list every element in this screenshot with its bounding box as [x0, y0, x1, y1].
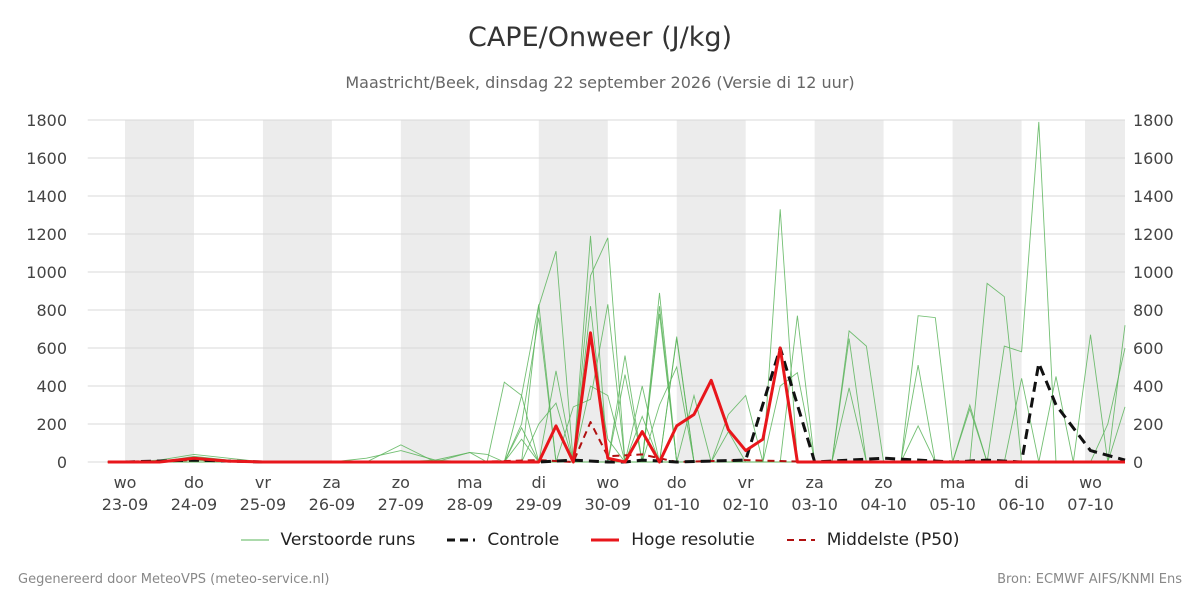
x-tick-date: 03-10 — [791, 495, 838, 514]
legend-label-ensemble: Verstoorde runs — [280, 530, 416, 550]
day-shade-band — [952, 120, 1022, 462]
legend-swatch-controle — [447, 538, 476, 542]
y-tick-label-right: 200 — [1133, 415, 1164, 434]
x-tick-day: vr — [255, 473, 271, 492]
x-tick-date: 24-09 — [171, 495, 218, 514]
main-series — [107, 331, 1126, 464]
y-axis-right: 0 200 400 600 800 1000 1200 1400 1600 1800 — [1133, 111, 1174, 472]
x-axis: wo 23-09 do 24-09 vr 25-09 za 26-09 zo 27-09 ma 28-… — [102, 473, 1114, 514]
y-tick-label-left: 1200 — [26, 225, 67, 244]
chart-title: CAPE/Onweer (J/kg) — [467, 22, 732, 53]
legend-swatch-p50 — [786, 539, 815, 541]
x-tick-date: 27-09 — [378, 495, 425, 514]
y-tick-label-right: 1600 — [1133, 149, 1174, 168]
y-tick-label-right: 800 — [1133, 301, 1164, 320]
x-tick-day: ma — [940, 473, 965, 492]
legend: Verstoorde runs Controle Hoge resolutie … — [0, 530, 1200, 550]
series-line-hoge-resolutie — [107, 331, 1125, 464]
x-tick-day: di — [1014, 473, 1029, 492]
x-tick-date: 04-10 — [860, 495, 907, 514]
y-tick-label-left: 0 — [57, 453, 67, 472]
x-tick-day: zo — [875, 473, 893, 492]
x-tick-day: zo — [392, 473, 410, 492]
x-tick-day: wo — [1079, 473, 1102, 492]
y-tick-label-left: 600 — [36, 339, 67, 358]
x-tick-date: 07-10 — [1067, 495, 1114, 514]
day-shade-band — [400, 120, 470, 462]
legend-item-hoge-resolutie: Hoge resolutie — [591, 530, 755, 550]
day-shade-band — [1085, 120, 1125, 462]
x-tick-date: 23-09 — [102, 495, 149, 514]
legend-item-p50: Middelste (P50) — [786, 530, 960, 550]
legend-swatch-hoge-resolutie — [591, 538, 620, 542]
legend-label-controle: Controle — [487, 530, 560, 550]
x-tick-day: ma — [457, 473, 482, 492]
y-tick-label-left: 1000 — [26, 263, 67, 282]
x-tick-day: do — [184, 473, 204, 492]
y-axis-left: 0 200 400 600 800 1000 1200 1400 1600 1800 — [26, 111, 67, 472]
x-tick-date: 30-09 — [585, 495, 632, 514]
y-tick-label-left: 1400 — [26, 187, 67, 206]
x-tick-date: 26-09 — [309, 495, 356, 514]
y-tick-label-right: 1000 — [1133, 263, 1174, 282]
x-tick-day: za — [323, 473, 341, 492]
x-tick-date: 05-10 — [929, 495, 976, 514]
x-tick-day: do — [667, 473, 687, 492]
y-tick-label-left: 200 — [36, 415, 67, 434]
footer-generated-by: Gegenereerd door MeteoVPS (meteo-service… — [18, 572, 330, 587]
x-tick-date: 29-09 — [516, 495, 563, 514]
x-tick-day: wo — [596, 473, 619, 492]
x-tick-date: 28-09 — [447, 495, 494, 514]
x-tick-day: vr — [738, 473, 754, 492]
x-tick-day: wo — [114, 473, 137, 492]
y-tick-label-right: 600 — [1133, 339, 1164, 358]
x-tick-day: za — [806, 473, 824, 492]
y-tick-label-right: 1200 — [1133, 225, 1174, 244]
legend-item-ensemble: Verstoorde runs — [240, 530, 416, 550]
legend-item-controle: Controle — [447, 530, 559, 550]
y-tick-label-right: 1800 — [1133, 111, 1174, 130]
day-shade-band — [676, 120, 746, 462]
day-shade-band — [125, 120, 194, 462]
legend-swatch-ensemble — [240, 539, 269, 541]
legend-label-p50: Middelste (P50) — [826, 530, 960, 550]
x-tick-date: 02-10 — [722, 495, 769, 514]
y-tick-label-right: 1400 — [1133, 187, 1174, 206]
x-tick-date: 01-10 — [653, 495, 700, 514]
y-tick-label-left: 800 — [36, 301, 67, 320]
chart-subtitle: Maastricht/Beek, dinsdag 22 september 20… — [345, 73, 855, 92]
y-tick-label-right: 400 — [1133, 377, 1164, 396]
y-tick-label-left: 400 — [36, 377, 67, 396]
day-shading — [125, 120, 1125, 462]
x-tick-date: 06-10 — [998, 495, 1045, 514]
day-shade-band — [262, 120, 332, 462]
y-tick-label-left: 1600 — [26, 149, 67, 168]
x-tick-day: di — [531, 473, 546, 492]
day-shade-band — [538, 120, 608, 462]
day-shade-band — [814, 120, 884, 462]
y-tick-label-right: 0 — [1133, 453, 1143, 472]
x-tick-date: 25-09 — [240, 495, 287, 514]
legend-label-hoge-resolutie: Hoge resolutie — [631, 530, 755, 550]
y-tick-label-left: 1800 — [26, 111, 67, 130]
footer-source: Bron: ECMWF AIFS/KNMI Ens — [997, 572, 1182, 587]
